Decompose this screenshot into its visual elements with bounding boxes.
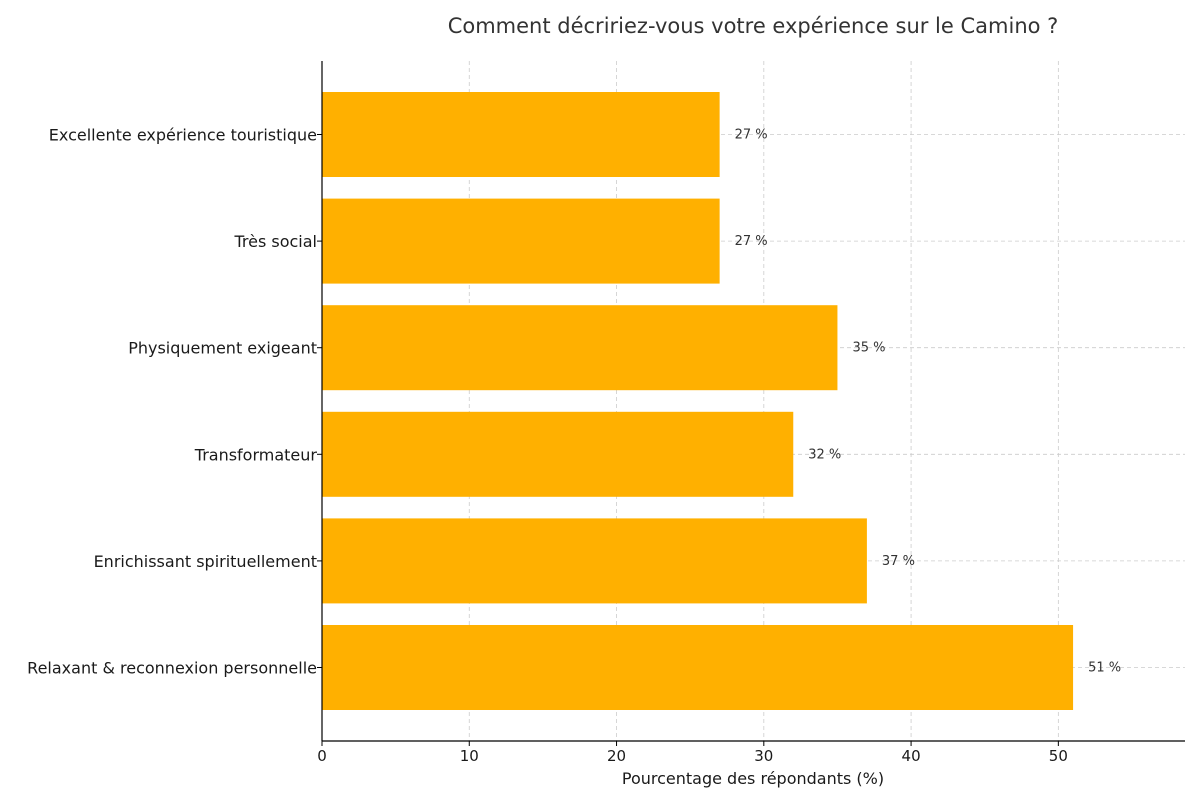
x-tick-label: 50 [1049,747,1068,765]
data-label: 51 % [1088,661,1121,676]
bar [322,411,794,497]
bar [322,518,867,604]
data-labels: 27 % 27 % 35 % 32 % 37 % 51 % [735,128,1121,676]
x-tick-label: 10 [460,747,479,765]
category-label: Relaxant & reconnexion personnelle [27,659,317,678]
data-label: 37 % [882,554,915,569]
data-label: 27 % [735,234,768,249]
chart-title: Comment décririez-vous votre expérience … [448,14,1059,38]
bar [322,305,838,391]
x-tick-label: 30 [754,747,773,765]
x-axis-label: Pourcentage des répondants (%) [622,769,884,788]
category-label: Enrichissant spirituellement [94,552,317,571]
data-label: 27 % [735,128,768,143]
x-tick-label: 20 [607,747,626,765]
x-axis-ticks: 0 10 20 30 40 50 [317,134,1068,765]
category-label: Physiquement exigeant [128,339,317,358]
bar [322,625,1074,710]
category-label: Excellente expérience touristique [49,126,317,145]
x-tick-label: 40 [902,747,921,765]
bar [322,198,720,284]
data-label: 32 % [808,447,841,462]
x-tick-label: 0 [317,747,327,765]
bar [322,92,720,177]
bars [322,92,1074,710]
category-labels: Excellente expérience touristique Très so… [27,126,317,678]
data-label: 35 % [852,341,885,356]
category-label: Transformateur [194,445,318,464]
category-label: Très social [233,232,317,251]
